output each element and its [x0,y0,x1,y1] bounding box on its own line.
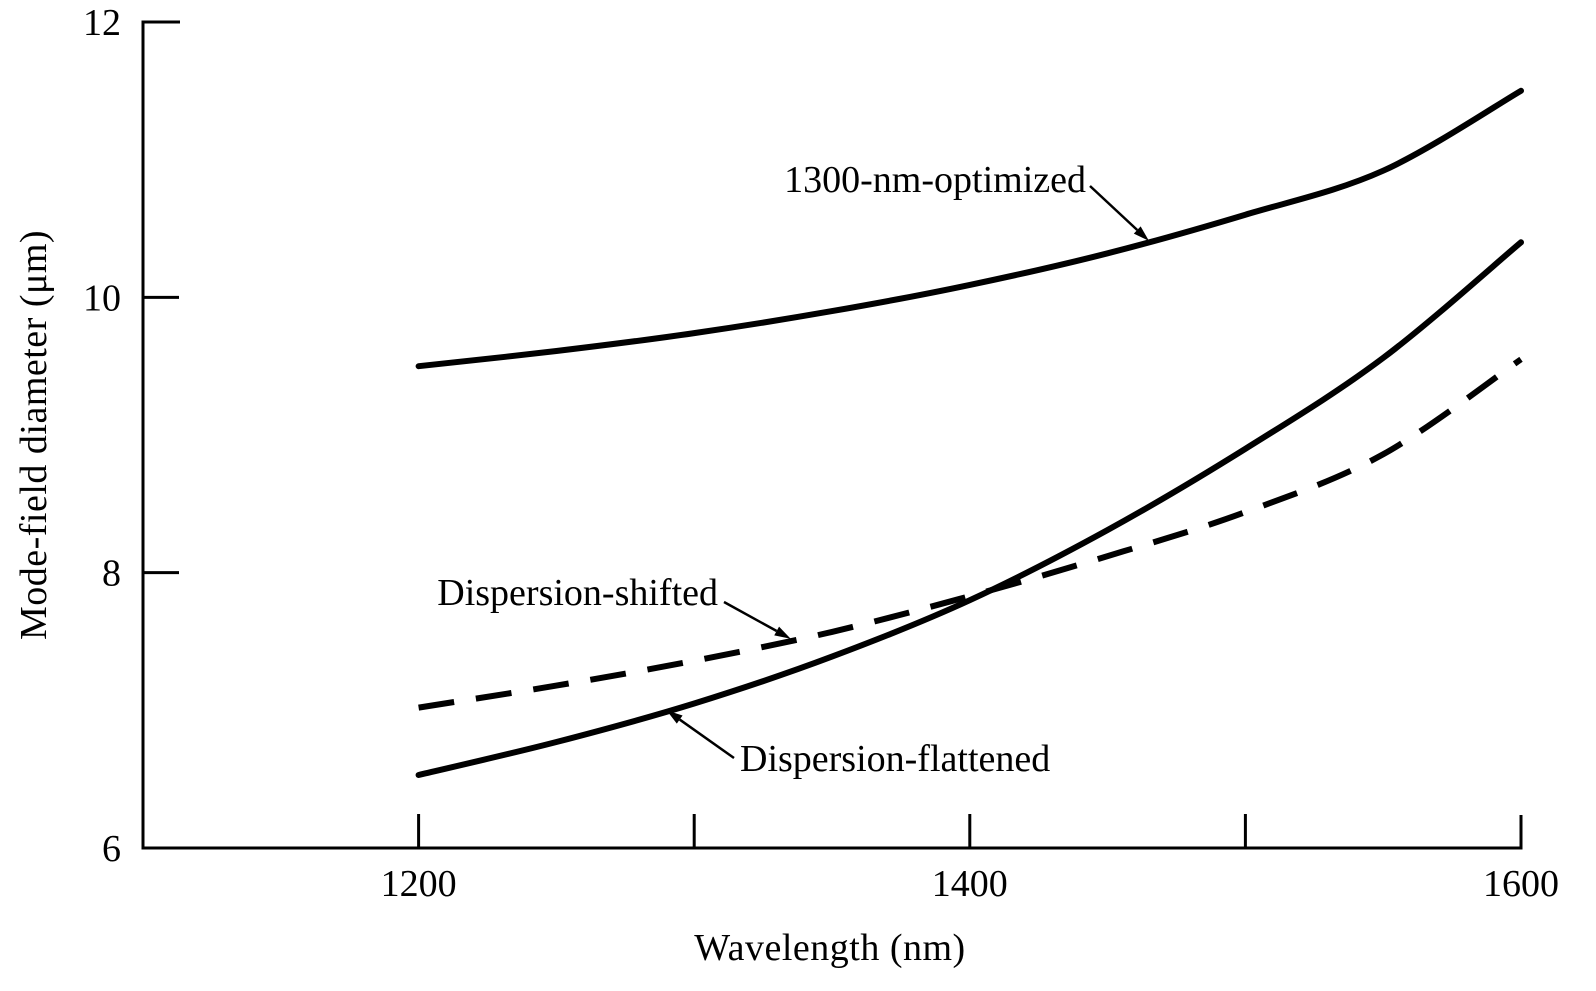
arrowhead-dispersion-flattened [666,710,683,724]
x-tick-label-1400: 1400 [932,863,1008,905]
series-line-dispersion-shifted [418,356,1523,711]
arrowhead-dispersion-shifted [774,626,791,639]
x-tick-label-1200: 1200 [381,863,457,905]
series-line-1300-nm-optimized [415,87,1524,370]
y-tick-label-10: 10 [83,277,121,319]
x-ticks: 1200 1400 1600 [381,814,1559,905]
series-label-dispersion-flattened: Dispersion-flattened [740,738,1050,780]
leader-dispersion-shifted [723,600,778,633]
leader-1300-nm-optimized [1089,185,1139,231]
series-group [415,87,1524,778]
x-axis-title: Wavelength (nm) [694,927,965,969]
arrowhead-1300-nm-optimized [1133,226,1149,241]
series-line-dispersion-flattened [415,239,1524,778]
annotations: 1300-nm-optimized Dispersion-shifted Dispe… [437,159,1149,780]
leader-dispersion-flattened [678,718,735,760]
axes [141,20,1523,850]
y-axis-title: Mode-field diameter (μm) [13,230,55,640]
y-tick-label-8: 8 [102,553,121,595]
series-label-dispersion-shifted: Dispersion-shifted [437,572,718,614]
series-label-1300-nm-optimized: 1300-nm-optimized [784,159,1086,201]
y-axis-line [141,20,1523,850]
y-ticks: 6 8 10 12 [83,2,179,870]
y-tick-label-12: 12 [83,2,121,44]
y-tick-label-6: 6 [102,828,121,870]
x-tick-label-1600: 1600 [1483,863,1559,905]
